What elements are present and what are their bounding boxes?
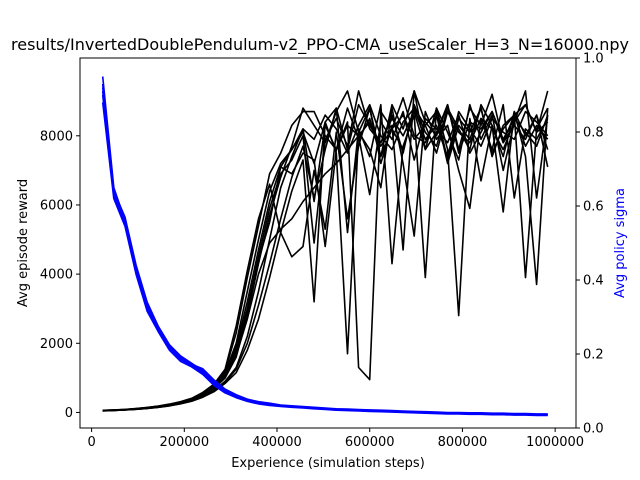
y-tick-label: 0: [65, 406, 73, 421]
y-tick-label: 2000: [40, 337, 73, 352]
y2-tick-label: 0.0: [583, 422, 604, 437]
x-tick-label: 800000: [438, 435, 488, 450]
x-axis: 0 200000 400000 600000 800000 1000000: [87, 428, 584, 450]
sigma-line-6: [101, 91, 548, 416]
y2-tick-label: 0.8: [583, 126, 604, 141]
y-tick-label: 4000: [40, 268, 73, 283]
y2-tick-label: 1.0: [583, 52, 604, 67]
x-axis-title: Experience (simulation steps): [231, 456, 425, 471]
reward-line-7: [102, 103, 549, 412]
x-tick-label: 400000: [252, 435, 302, 450]
y2-tick-label: 0.6: [583, 200, 604, 215]
y-tick-label: 8000: [40, 129, 73, 144]
y-tick-label: 6000: [40, 198, 73, 213]
y2-tick-label: 0.4: [583, 274, 604, 289]
sigma-series-group: [101, 76, 548, 417]
reward-line-9: [102, 90, 549, 412]
reward-line-11: [102, 103, 549, 412]
x-tick-label: 600000: [345, 435, 395, 450]
y-axis-left: 0 2000 4000 6000 8000: [40, 129, 80, 421]
y2-tick-label: 0.2: [583, 348, 604, 363]
x-tick-label: 1000000: [526, 435, 584, 450]
chart-title: results/InvertedDoublePendulum-v2_PPO-CM…: [11, 35, 629, 55]
y-axis-title: Avg episode reward: [16, 179, 31, 307]
y-axis-right: 0.0 0.2 0.4 0.6 0.8 1.0: [576, 52, 604, 437]
reward-series-group: [102, 90, 549, 412]
x-tick-label: 200000: [159, 435, 209, 450]
x-tick-label: 0: [87, 435, 95, 450]
plot-frame: [79, 57, 577, 429]
y2-axis-title: Avg policy sigma: [613, 188, 628, 298]
